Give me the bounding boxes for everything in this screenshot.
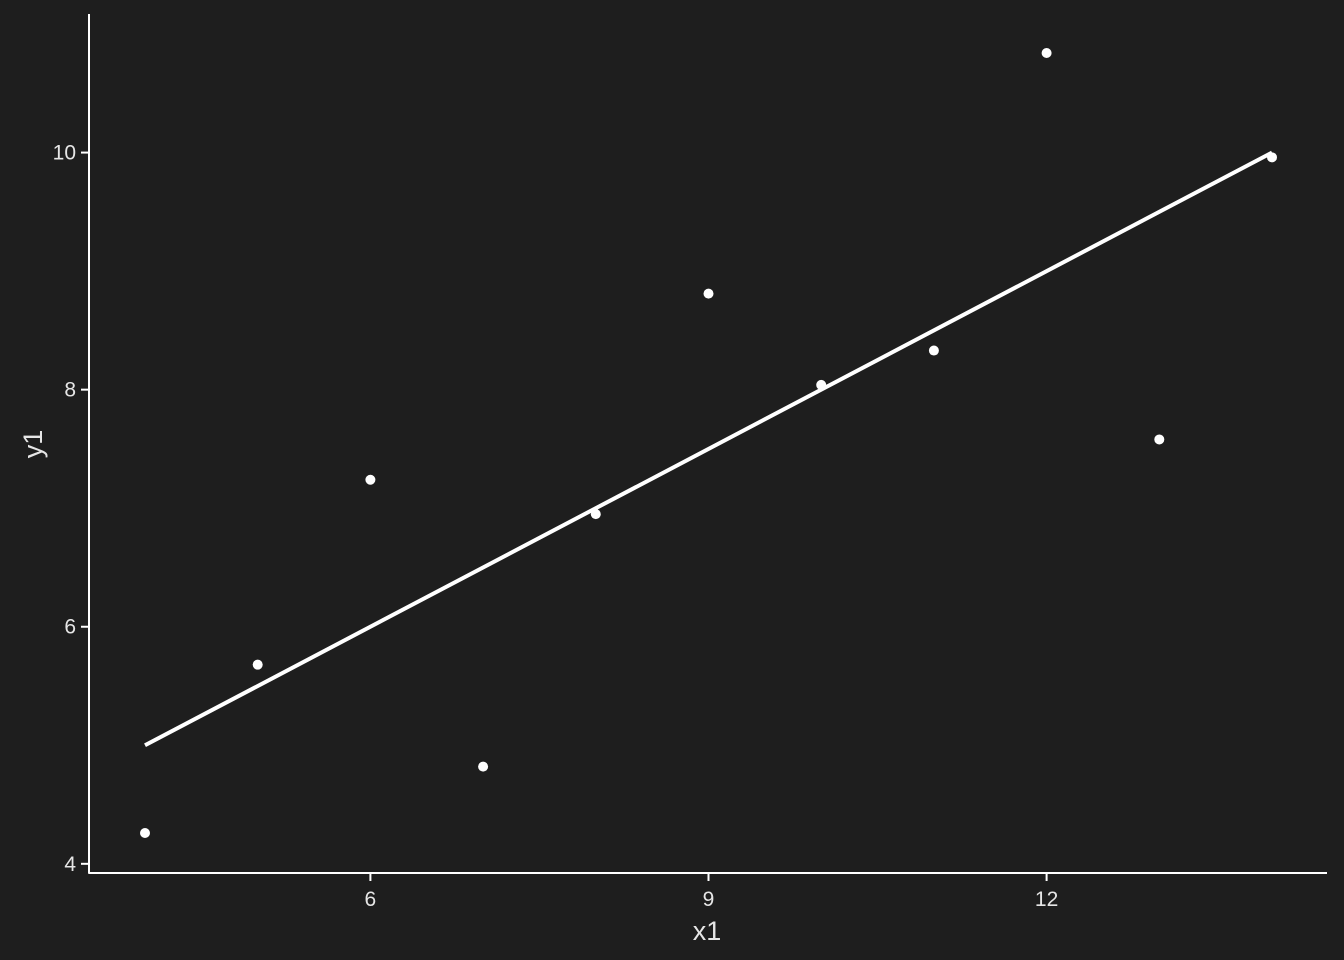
ticks: 6 9 12 4 6 8 10	[53, 142, 1059, 911]
x-axis-title: x1	[693, 916, 722, 946]
x-tick-label: 12	[1035, 888, 1058, 911]
y-tick-label: 8	[64, 379, 76, 402]
fit-line-group	[144, 150, 1273, 748]
data-point	[816, 379, 827, 390]
x-tick-label: 6	[365, 888, 377, 911]
data-point	[1154, 434, 1165, 445]
data-point	[1267, 152, 1277, 163]
y-axis-title: y1	[18, 430, 48, 459]
data-point	[703, 288, 714, 299]
y-tick-label: 10	[53, 142, 76, 165]
x-tick-label: 9	[703, 888, 715, 911]
data-point	[928, 345, 939, 356]
data-point	[590, 509, 601, 520]
y-tick-label: 6	[64, 616, 76, 639]
data-point	[140, 828, 150, 838]
y-tick-label: 4	[64, 853, 76, 876]
points-group	[140, 48, 1277, 838]
data-point	[1041, 48, 1052, 58]
regression-line	[144, 150, 1273, 748]
data-point	[478, 761, 489, 772]
data-point	[365, 474, 376, 485]
data-point	[252, 659, 263, 670]
